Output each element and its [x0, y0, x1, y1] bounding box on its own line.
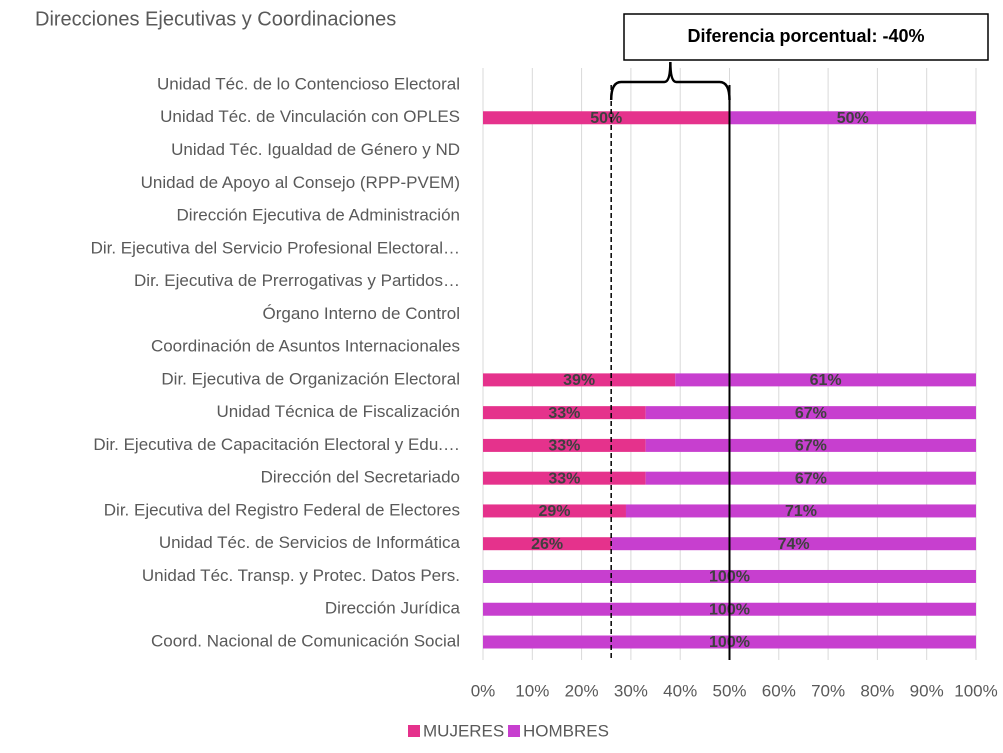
data-label: 71%: [785, 503, 817, 520]
data-label: 33%: [548, 405, 580, 422]
data-label: 33%: [548, 438, 580, 455]
y-tick-label: Dir. Ejecutiva del Servicio Profesional …: [91, 238, 460, 257]
x-tick-label: 20%: [565, 681, 599, 700]
y-tick-label: Órgano Interno de Control: [262, 304, 460, 323]
x-tick-label: 40%: [663, 681, 697, 700]
chart-title: Direcciones Ejecutivas y Coordinaciones: [35, 8, 396, 30]
x-tick-label: 80%: [860, 681, 894, 700]
x-tick-label: 0%: [471, 681, 496, 700]
y-tick-label: Unidad Téc. Transp. y Protec. Datos Pers…: [142, 566, 460, 585]
data-label: 67%: [795, 470, 827, 487]
legend-swatch: [408, 725, 420, 737]
data-label: 26%: [531, 536, 563, 553]
x-tick-label: 100%: [954, 681, 997, 700]
y-tick-label: Dir. Ejecutiva de Capacitación Electoral…: [93, 435, 460, 454]
bar: [483, 373, 676, 387]
bar: [645, 406, 976, 420]
bar: [675, 373, 976, 387]
bar: [483, 438, 646, 452]
bar: [483, 504, 626, 518]
data-label: 29%: [538, 503, 570, 520]
bar: [625, 504, 976, 518]
data-label: 67%: [795, 405, 827, 422]
bar: [645, 471, 976, 485]
y-tick-label: Dirección Jurídica: [325, 599, 461, 618]
x-tick-label: 70%: [811, 681, 845, 700]
x-tick-label: 90%: [910, 681, 944, 700]
y-tick-label: Unidad de Apoyo al Consejo (RPP-PVEM): [141, 173, 460, 192]
legend-swatch: [508, 725, 520, 737]
bar: [483, 111, 730, 125]
data-label: 50%: [837, 110, 869, 127]
y-tick-label: Dir. Ejecutiva de Organización Electoral: [161, 369, 460, 388]
y-tick-label: Dirección Ejecutiva de Administración: [177, 206, 460, 225]
data-label: 67%: [795, 438, 827, 455]
x-tick-label: 60%: [762, 681, 796, 700]
y-tick-label: Unidad Técnica de Fiscalización: [217, 402, 460, 421]
annotation-box: [623, 13, 989, 61]
y-tick-label: Unidad Téc. de lo Contencioso Electoral: [157, 74, 460, 93]
y-tick-label: Dirección del Secretariado: [261, 468, 460, 487]
data-label: 39%: [563, 372, 595, 389]
data-label: 61%: [810, 372, 842, 389]
x-tick-label: 10%: [515, 681, 549, 700]
bar: [483, 537, 612, 551]
data-label: 74%: [778, 536, 810, 553]
bar: [611, 537, 976, 551]
y-tick-label: Coordinación de Asuntos Internacionales: [151, 337, 460, 356]
y-tick-label: Coord. Nacional de Comunicación Social: [151, 631, 460, 650]
bar: [645, 438, 976, 452]
legend-label: MUJERES: [423, 721, 504, 740]
annotation: Diferencia porcentual: -40%: [687, 26, 924, 46]
y-tick-label: Unidad Téc. Igualdad de Género y ND: [171, 140, 460, 159]
legend-label: HOMBRES: [523, 721, 609, 740]
y-tick-label: Dir. Ejecutiva del Registro Federal de E…: [104, 500, 460, 519]
x-tick-label: 50%: [712, 681, 746, 700]
bar: [483, 406, 646, 420]
bracket: [609, 61, 731, 101]
data-label: 33%: [548, 470, 580, 487]
y-tick-label: Unidad Téc. de Vinculación con OPLES: [160, 107, 460, 126]
data-label: 50%: [590, 110, 622, 127]
y-tick-label: Unidad Téc. de Servicios de Informática: [159, 533, 461, 552]
x-tick-label: 30%: [614, 681, 648, 700]
bar: [729, 111, 976, 125]
bar: [483, 471, 646, 485]
y-tick-label: Dir. Ejecutiva de Prerrogativas y Partid…: [134, 271, 460, 290]
